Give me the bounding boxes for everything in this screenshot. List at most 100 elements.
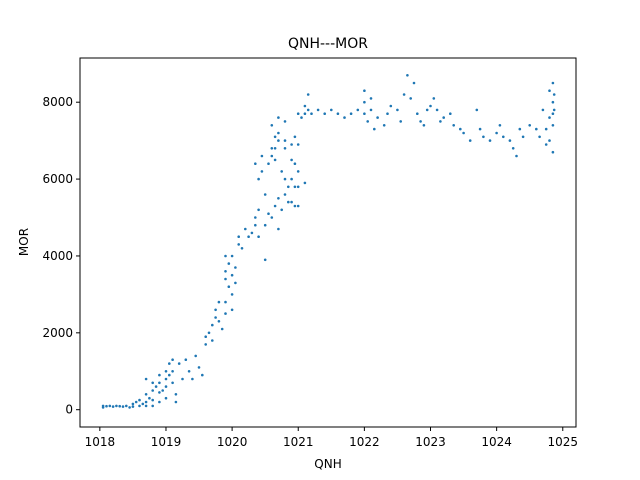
data-point [316,108,320,112]
data-point [386,112,389,115]
data-point [237,243,240,246]
data-point [296,170,300,173]
x-tick-label: 1024 [481,435,512,449]
data-point [134,400,138,404]
data-point [230,308,234,312]
data-point [551,81,555,85]
data-point [267,212,270,215]
data-point [224,254,227,258]
data-point [141,402,145,406]
data-point [277,197,280,200]
data-point [257,208,260,212]
data-point [296,143,300,146]
data-point [204,335,207,339]
data-point [293,204,297,208]
data-point [283,193,287,196]
data-point [273,135,277,139]
data-point [128,406,131,409]
data-point [528,124,531,127]
data-point [158,391,161,394]
data-point [541,108,545,112]
data-point [376,116,379,119]
data-point [518,127,522,131]
data-point [177,362,181,365]
data-point [548,139,551,142]
data-point [396,108,399,112]
y-axis-ticks: 0 2000 4000 6000 8000 [42,95,80,417]
y-tick-label: 6000 [42,172,73,186]
data-point [508,139,512,142]
data-point [105,404,108,408]
data-point [174,400,178,404]
data-point [164,370,168,373]
data-point [270,216,274,219]
data-point [144,404,148,408]
data-point [290,177,293,181]
data-point [151,398,154,402]
data-point [154,385,158,388]
data-point [270,147,274,150]
data-point [197,366,201,369]
data-point [283,147,287,150]
data-point [343,116,346,119]
data-point [435,108,439,112]
data-point [273,147,277,150]
data-point [211,323,214,327]
data-point [171,370,174,373]
data-point [283,177,287,181]
data-point [551,112,555,115]
data-point [227,285,231,289]
data-point [250,231,254,235]
data-point [277,139,280,142]
data-point [220,327,224,331]
data-point [409,97,413,100]
data-point [538,135,541,139]
data-point [151,389,154,392]
data-point [131,405,135,408]
data-point [214,316,217,319]
data-point [287,185,290,189]
data-point [254,216,257,219]
x-axis-label: QNH [314,457,341,471]
x-tick-label: 1023 [415,435,446,449]
data-point [478,127,482,131]
data-point [287,200,290,204]
data-point [382,124,386,127]
data-point [224,312,227,315]
data-point [230,273,234,277]
data-point [488,139,492,142]
data-point [273,204,277,208]
data-point [138,398,141,402]
data-point [363,112,366,115]
data-point [270,154,274,158]
y-tick-label: 4000 [42,249,73,263]
data-point [502,135,505,139]
data-point [419,120,422,123]
chart-title: QNH---MOR [288,36,368,52]
data-point [168,373,171,377]
data-point [283,139,287,142]
x-tick-label: 1025 [547,435,578,449]
data-point [439,120,442,123]
data-point [131,402,135,406]
data-point [158,373,161,377]
data-point [422,124,426,127]
data-point [399,120,403,123]
data-point [552,108,556,112]
data-point [234,266,237,269]
data-point [296,204,300,208]
data-point [204,343,207,346]
data-point [323,112,327,115]
data-point [293,185,297,189]
data-point [234,281,237,285]
data-point [356,108,360,112]
data-point [330,108,333,112]
data-point [158,381,161,385]
data-point [277,227,280,231]
data-point [432,97,436,100]
data-point [336,112,340,115]
data-point [224,270,227,273]
plot-frame [79,57,577,428]
data-point [544,143,548,146]
